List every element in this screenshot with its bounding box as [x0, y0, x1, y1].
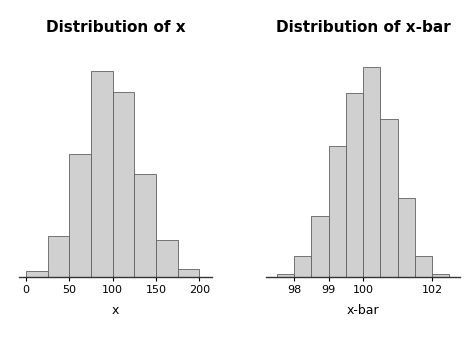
Bar	[134, 174, 156, 277]
Bar	[113, 92, 134, 277]
Bar	[91, 71, 113, 277]
Bar	[398, 198, 415, 277]
Bar	[363, 67, 380, 277]
X-axis label: x-bar: x-bar	[347, 304, 379, 317]
Bar	[415, 256, 432, 277]
Bar	[294, 256, 311, 277]
Bar	[380, 119, 398, 277]
X-axis label: x: x	[112, 304, 119, 317]
Bar	[328, 146, 346, 277]
Bar	[432, 274, 449, 277]
Bar	[69, 154, 91, 277]
Bar	[346, 93, 363, 277]
Bar	[26, 271, 47, 277]
Bar	[311, 216, 328, 277]
Bar	[277, 274, 294, 277]
Bar	[178, 269, 199, 277]
Title: Distribution of x: Distribution of x	[46, 20, 185, 35]
Bar	[47, 236, 69, 277]
Bar	[156, 240, 178, 277]
Title: Distribution of x-bar: Distribution of x-bar	[276, 20, 450, 35]
